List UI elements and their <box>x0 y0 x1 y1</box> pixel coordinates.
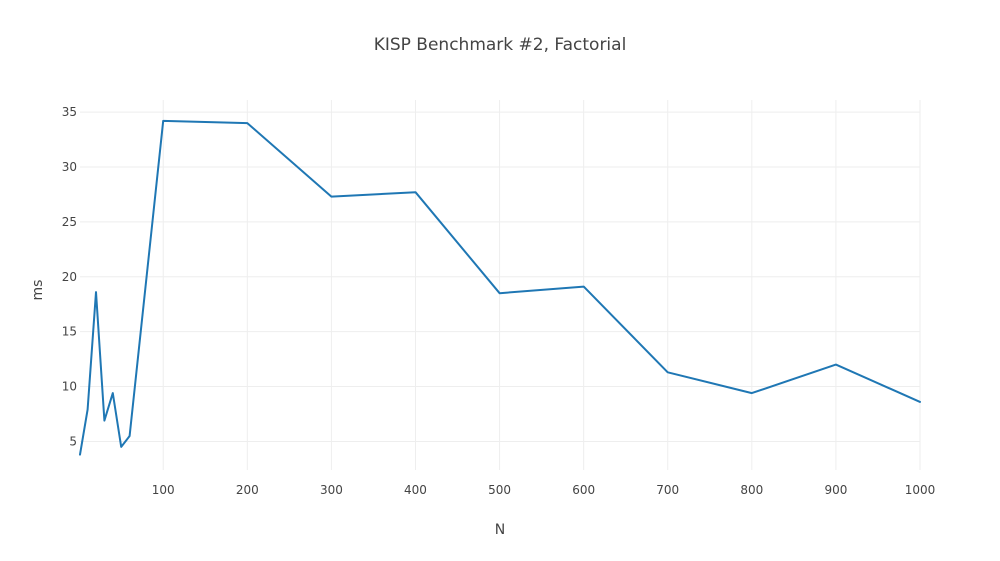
plot-area <box>79 119 921 456</box>
x-tick-label: 100 <box>152 483 175 497</box>
y-tick-label: 15 <box>62 325 77 339</box>
y-tick-label: 25 <box>62 215 77 229</box>
x-axis: 100 200 300 400 500 600 700 800 900 1000 <box>152 483 935 497</box>
x-tick-label: 600 <box>572 483 595 497</box>
x-axis-title: N <box>495 522 505 538</box>
x-tick-label: 500 <box>488 483 511 497</box>
y-tick-label: 20 <box>62 270 77 284</box>
y-tick-label: 5 <box>69 434 77 448</box>
y-axis: 5 10 15 20 25 30 35 <box>62 105 77 448</box>
x-tick-label: 300 <box>320 483 343 497</box>
x-tick-label: 800 <box>740 483 763 497</box>
y-tick-label: 30 <box>62 160 77 174</box>
y-tick-label: 35 <box>62 105 77 119</box>
x-tick-label: 1000 <box>905 483 936 497</box>
x-tick-label: 200 <box>236 483 259 497</box>
series-line <box>79 119 921 456</box>
y-tick-label: 10 <box>62 380 77 394</box>
x-tick-label: 900 <box>824 483 847 497</box>
gridlines <box>80 100 921 470</box>
chart-title: KISP Benchmark #2, Factorial <box>374 35 627 55</box>
x-tick-label: 700 <box>656 483 679 497</box>
x-tick-label: 400 <box>404 483 427 497</box>
y-axis-title: ms <box>30 280 46 301</box>
